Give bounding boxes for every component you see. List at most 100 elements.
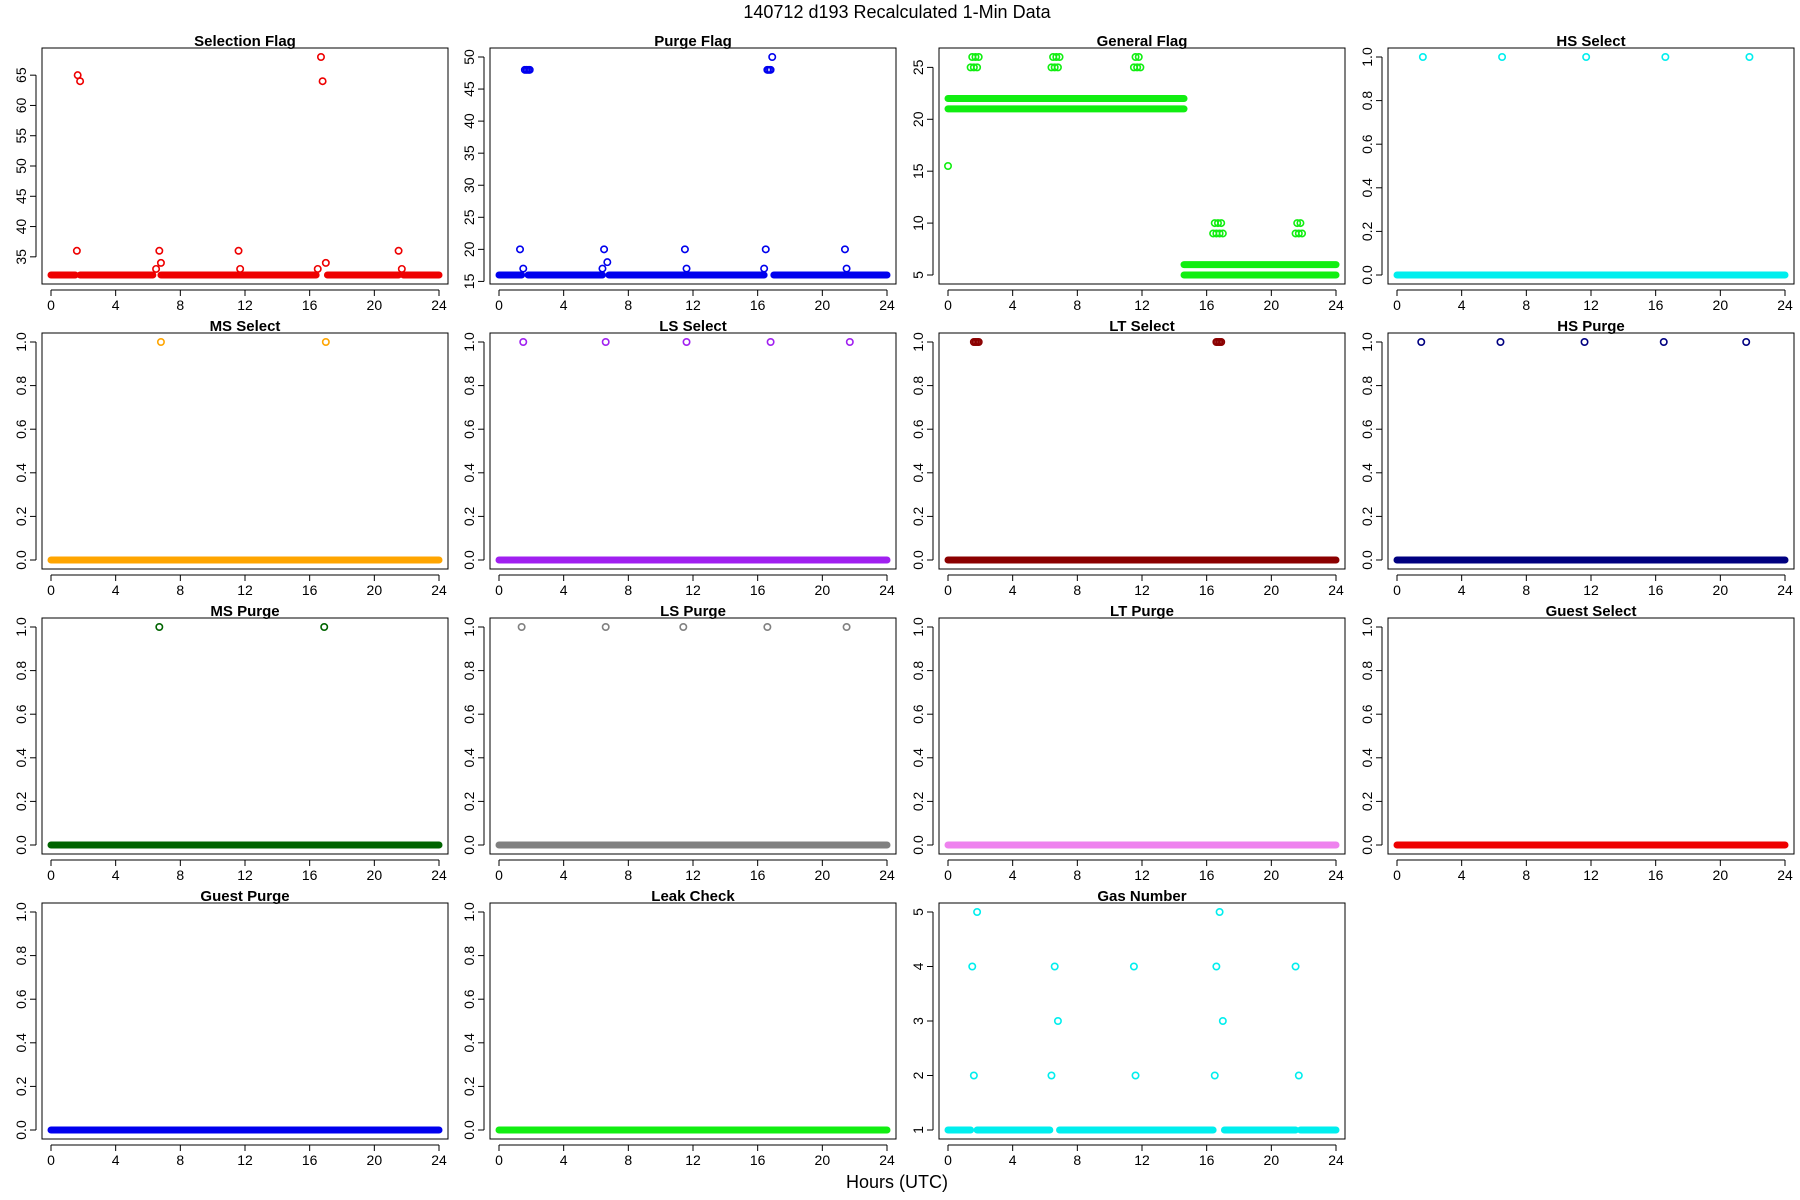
data-point bbox=[766, 337, 775, 346]
y-axis-general-flag: 5 10 15 20 25 bbox=[910, 59, 934, 279]
x-tick-label: 16 bbox=[1199, 297, 1215, 313]
x-axis-hs-select: 0 4 8 12 16 20 24 bbox=[1393, 289, 1793, 313]
x-tick-label: 16 bbox=[302, 867, 318, 883]
x-tick-label: 20 bbox=[367, 297, 383, 313]
data-point bbox=[600, 245, 609, 254]
x-tick-label: 24 bbox=[879, 1152, 895, 1168]
y-tick-label: 15 bbox=[910, 163, 926, 179]
x-tick-label: 16 bbox=[302, 297, 318, 313]
y-tick-label: 0.0 bbox=[13, 550, 29, 570]
y-tick-label: 0.0 bbox=[461, 835, 477, 855]
x-tick-label: 0 bbox=[47, 1152, 55, 1168]
y-tick-label: 0.8 bbox=[461, 661, 477, 681]
data-point bbox=[155, 246, 164, 255]
series-purge-flag bbox=[495, 52, 891, 279]
y-tick-label: 0.2 bbox=[461, 1076, 477, 1096]
data-point bbox=[318, 77, 327, 86]
y-axis-guest-purge: 0.0 0.2 0.4 0.6 0.8 1.0 bbox=[13, 902, 37, 1140]
data-point bbox=[1217, 219, 1226, 228]
y-axis-hs-purge: 0.0 0.2 0.4 0.6 0.8 1.0 bbox=[1359, 332, 1383, 570]
y-tick-label: 1.0 bbox=[910, 332, 926, 352]
y-tick-label: 0.4 bbox=[461, 463, 477, 483]
plot-frame-leak-check bbox=[489, 902, 897, 1140]
x-tick-label: 16 bbox=[1648, 582, 1664, 598]
x-tick-label: 24 bbox=[1777, 297, 1793, 313]
x-tick-label: 20 bbox=[815, 867, 831, 883]
x-tick-label: 20 bbox=[1264, 582, 1280, 598]
panel-leak-check: Leak Check 0 4 8 12 16 20 24 0.0 0.2 0.4 0.6 0.8 1.0 bbox=[461, 888, 897, 1168]
data-point bbox=[316, 52, 325, 61]
x-tick-label: 0 bbox=[1393, 297, 1401, 313]
series-gas-number bbox=[944, 907, 1340, 1134]
y-tick-label: 0.0 bbox=[13, 1120, 29, 1140]
figure-xlabel: Hours (UTC) bbox=[846, 1172, 948, 1192]
x-tick-label: 8 bbox=[1522, 867, 1530, 883]
x-tick-label: 4 bbox=[112, 582, 120, 598]
data-point bbox=[763, 622, 772, 631]
x-tick-label: 24 bbox=[879, 297, 895, 313]
y-tick-label: 0.4 bbox=[13, 463, 29, 483]
y-tick-label: 50 bbox=[13, 158, 29, 174]
y-tick-label: 65 bbox=[13, 67, 29, 83]
data-point bbox=[1133, 63, 1142, 72]
y-tick-label: 4 bbox=[910, 962, 926, 970]
data-point bbox=[973, 907, 982, 916]
data-point bbox=[760, 264, 769, 273]
data-point bbox=[601, 622, 610, 631]
x-tick-label: 0 bbox=[1393, 867, 1401, 883]
data-point bbox=[679, 622, 688, 631]
panel-purge-flag: Purge Flag 0 4 8 12 16 20 24 15 20 25 30 35 40 45 50 bbox=[461, 33, 897, 313]
x-tick-label: 16 bbox=[1199, 1152, 1215, 1168]
y-tick-label: 0.8 bbox=[13, 376, 29, 396]
x-tick-label: 24 bbox=[431, 1152, 447, 1168]
y-tick-label: 0.2 bbox=[461, 791, 477, 811]
data-point bbox=[156, 258, 165, 267]
series-ls-select bbox=[495, 337, 891, 564]
plot-frame-ls-select bbox=[489, 332, 897, 570]
x-tick-label: 16 bbox=[750, 867, 766, 883]
data-point bbox=[320, 622, 329, 631]
y-tick-label: 0.0 bbox=[910, 550, 926, 570]
x-tick-label: 12 bbox=[685, 297, 701, 313]
data-point bbox=[155, 622, 164, 631]
x-tick-label: 8 bbox=[176, 297, 184, 313]
figure-title: 140712 d193 Recalculated 1-Min Data bbox=[743, 2, 1051, 22]
data-point bbox=[768, 52, 777, 61]
y-tick-label: 0.2 bbox=[461, 506, 477, 526]
panel-title-guest-select: Guest Select bbox=[1546, 603, 1637, 620]
x-axis-gas-number: 0 4 8 12 16 20 24 bbox=[944, 1144, 1344, 1168]
x-tick-label: 20 bbox=[815, 582, 831, 598]
y-tick-label: 1.0 bbox=[910, 617, 926, 637]
x-tick-label: 0 bbox=[47, 582, 55, 598]
data-point bbox=[766, 65, 775, 74]
x-tick-label: 4 bbox=[560, 297, 568, 313]
x-tick-label: 24 bbox=[1328, 582, 1344, 598]
data-point bbox=[973, 63, 982, 72]
panel-title-gas-number: Gas Number bbox=[1097, 888, 1186, 905]
x-tick-label: 8 bbox=[1522, 582, 1530, 598]
y-tick-label: 0.0 bbox=[910, 835, 926, 855]
panel-title-lt-select: LT Select bbox=[1109, 318, 1175, 335]
y-tick-label: 40 bbox=[461, 113, 477, 129]
data-point bbox=[603, 258, 612, 267]
series-ms-select bbox=[47, 337, 443, 564]
y-tick-label: 0.4 bbox=[910, 748, 926, 768]
x-axis-selection-flag: 0 4 8 12 16 20 24 bbox=[47, 289, 447, 313]
series-lt-select bbox=[944, 337, 1340, 564]
data-point bbox=[1298, 229, 1307, 238]
x-tick-label: 4 bbox=[112, 297, 120, 313]
x-tick-label: 4 bbox=[1009, 582, 1017, 598]
x-tick-label: 8 bbox=[624, 297, 632, 313]
y-tick-label: 1.0 bbox=[13, 902, 29, 922]
data-point bbox=[321, 337, 330, 346]
y-tick-label: 0.4 bbox=[461, 1033, 477, 1053]
y-tick-label: 0.8 bbox=[910, 376, 926, 396]
x-tick-label: 8 bbox=[176, 582, 184, 598]
panel-title-selection-flag: Selection Flag bbox=[194, 33, 296, 50]
data-point bbox=[519, 337, 528, 346]
data-point bbox=[1296, 219, 1305, 228]
x-tick-label: 16 bbox=[1199, 582, 1215, 598]
panel-title-lt-purge: LT Purge bbox=[1110, 603, 1174, 620]
y-tick-label: 5 bbox=[910, 271, 926, 279]
data-point bbox=[1055, 52, 1064, 61]
